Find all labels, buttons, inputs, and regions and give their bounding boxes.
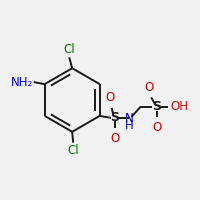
Text: S: S <box>110 111 119 124</box>
Text: Cl: Cl <box>63 43 75 56</box>
Text: O: O <box>110 132 119 145</box>
Text: S: S <box>152 100 161 113</box>
Text: O: O <box>152 121 161 134</box>
Text: O: O <box>144 81 153 94</box>
Text: NH₂: NH₂ <box>11 76 33 89</box>
Text: Cl: Cl <box>67 144 79 157</box>
Text: OH: OH <box>171 100 189 113</box>
Text: H: H <box>125 119 134 132</box>
Text: O: O <box>105 91 114 104</box>
Text: N: N <box>125 112 134 125</box>
